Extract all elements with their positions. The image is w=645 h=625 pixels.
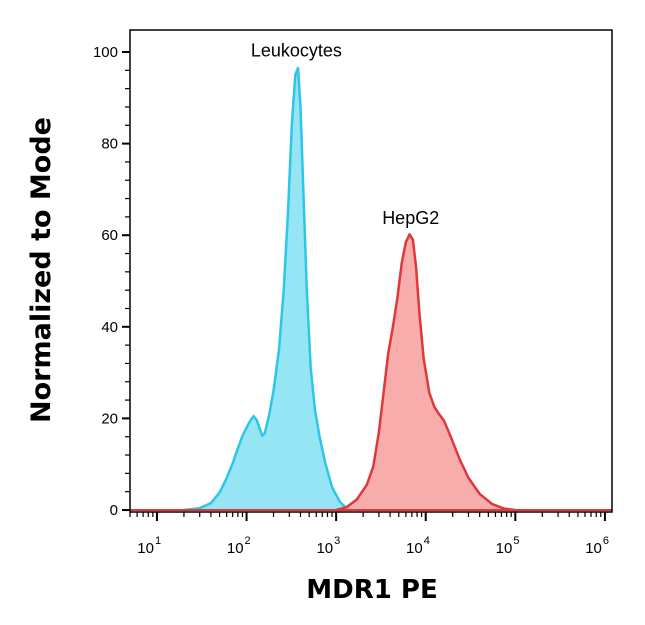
x-tick-exponent: 1 bbox=[155, 535, 161, 547]
y-tick-label: 20 bbox=[101, 410, 118, 427]
y-tick-label: 60 bbox=[101, 227, 118, 244]
x-tick-label: 10 bbox=[406, 540, 423, 557]
series-line-leukocytes bbox=[183, 66, 353, 512]
x-tick-exponent: 3 bbox=[334, 535, 340, 547]
x-tick-label: 10 bbox=[585, 540, 602, 557]
x-tick-exponent: 6 bbox=[603, 535, 609, 547]
y-tick-label: 0 bbox=[110, 502, 118, 519]
x-tick-label: 10 bbox=[316, 540, 333, 557]
y-tick-label: 80 bbox=[101, 136, 118, 153]
x-tick-label: 10 bbox=[137, 540, 154, 557]
x-tick-label: 10 bbox=[496, 540, 513, 557]
x-tick-exponent: 5 bbox=[513, 535, 519, 547]
annotation-leukocytes: Leukocytes bbox=[251, 41, 342, 61]
x-tick-label: 10 bbox=[227, 540, 244, 557]
y-tick-label: 40 bbox=[101, 319, 118, 336]
series-layer bbox=[130, 66, 612, 512]
x-tick-exponent: 4 bbox=[424, 535, 430, 547]
series-line-hepg2 bbox=[335, 233, 516, 512]
y-tick-label: 100 bbox=[93, 44, 118, 61]
x-tick-exponent: 2 bbox=[245, 535, 251, 547]
annotation-layer: Leukocytes HepG2 bbox=[251, 41, 439, 228]
x-axis-label: MDR1 PE bbox=[306, 575, 437, 605]
plot-frame bbox=[129, 29, 613, 513]
annotation-hepg2: HepG2 bbox=[382, 208, 439, 228]
y-axis-label: Normalized to Mode bbox=[26, 117, 57, 423]
series-area-leukocytes bbox=[183, 68, 352, 510]
